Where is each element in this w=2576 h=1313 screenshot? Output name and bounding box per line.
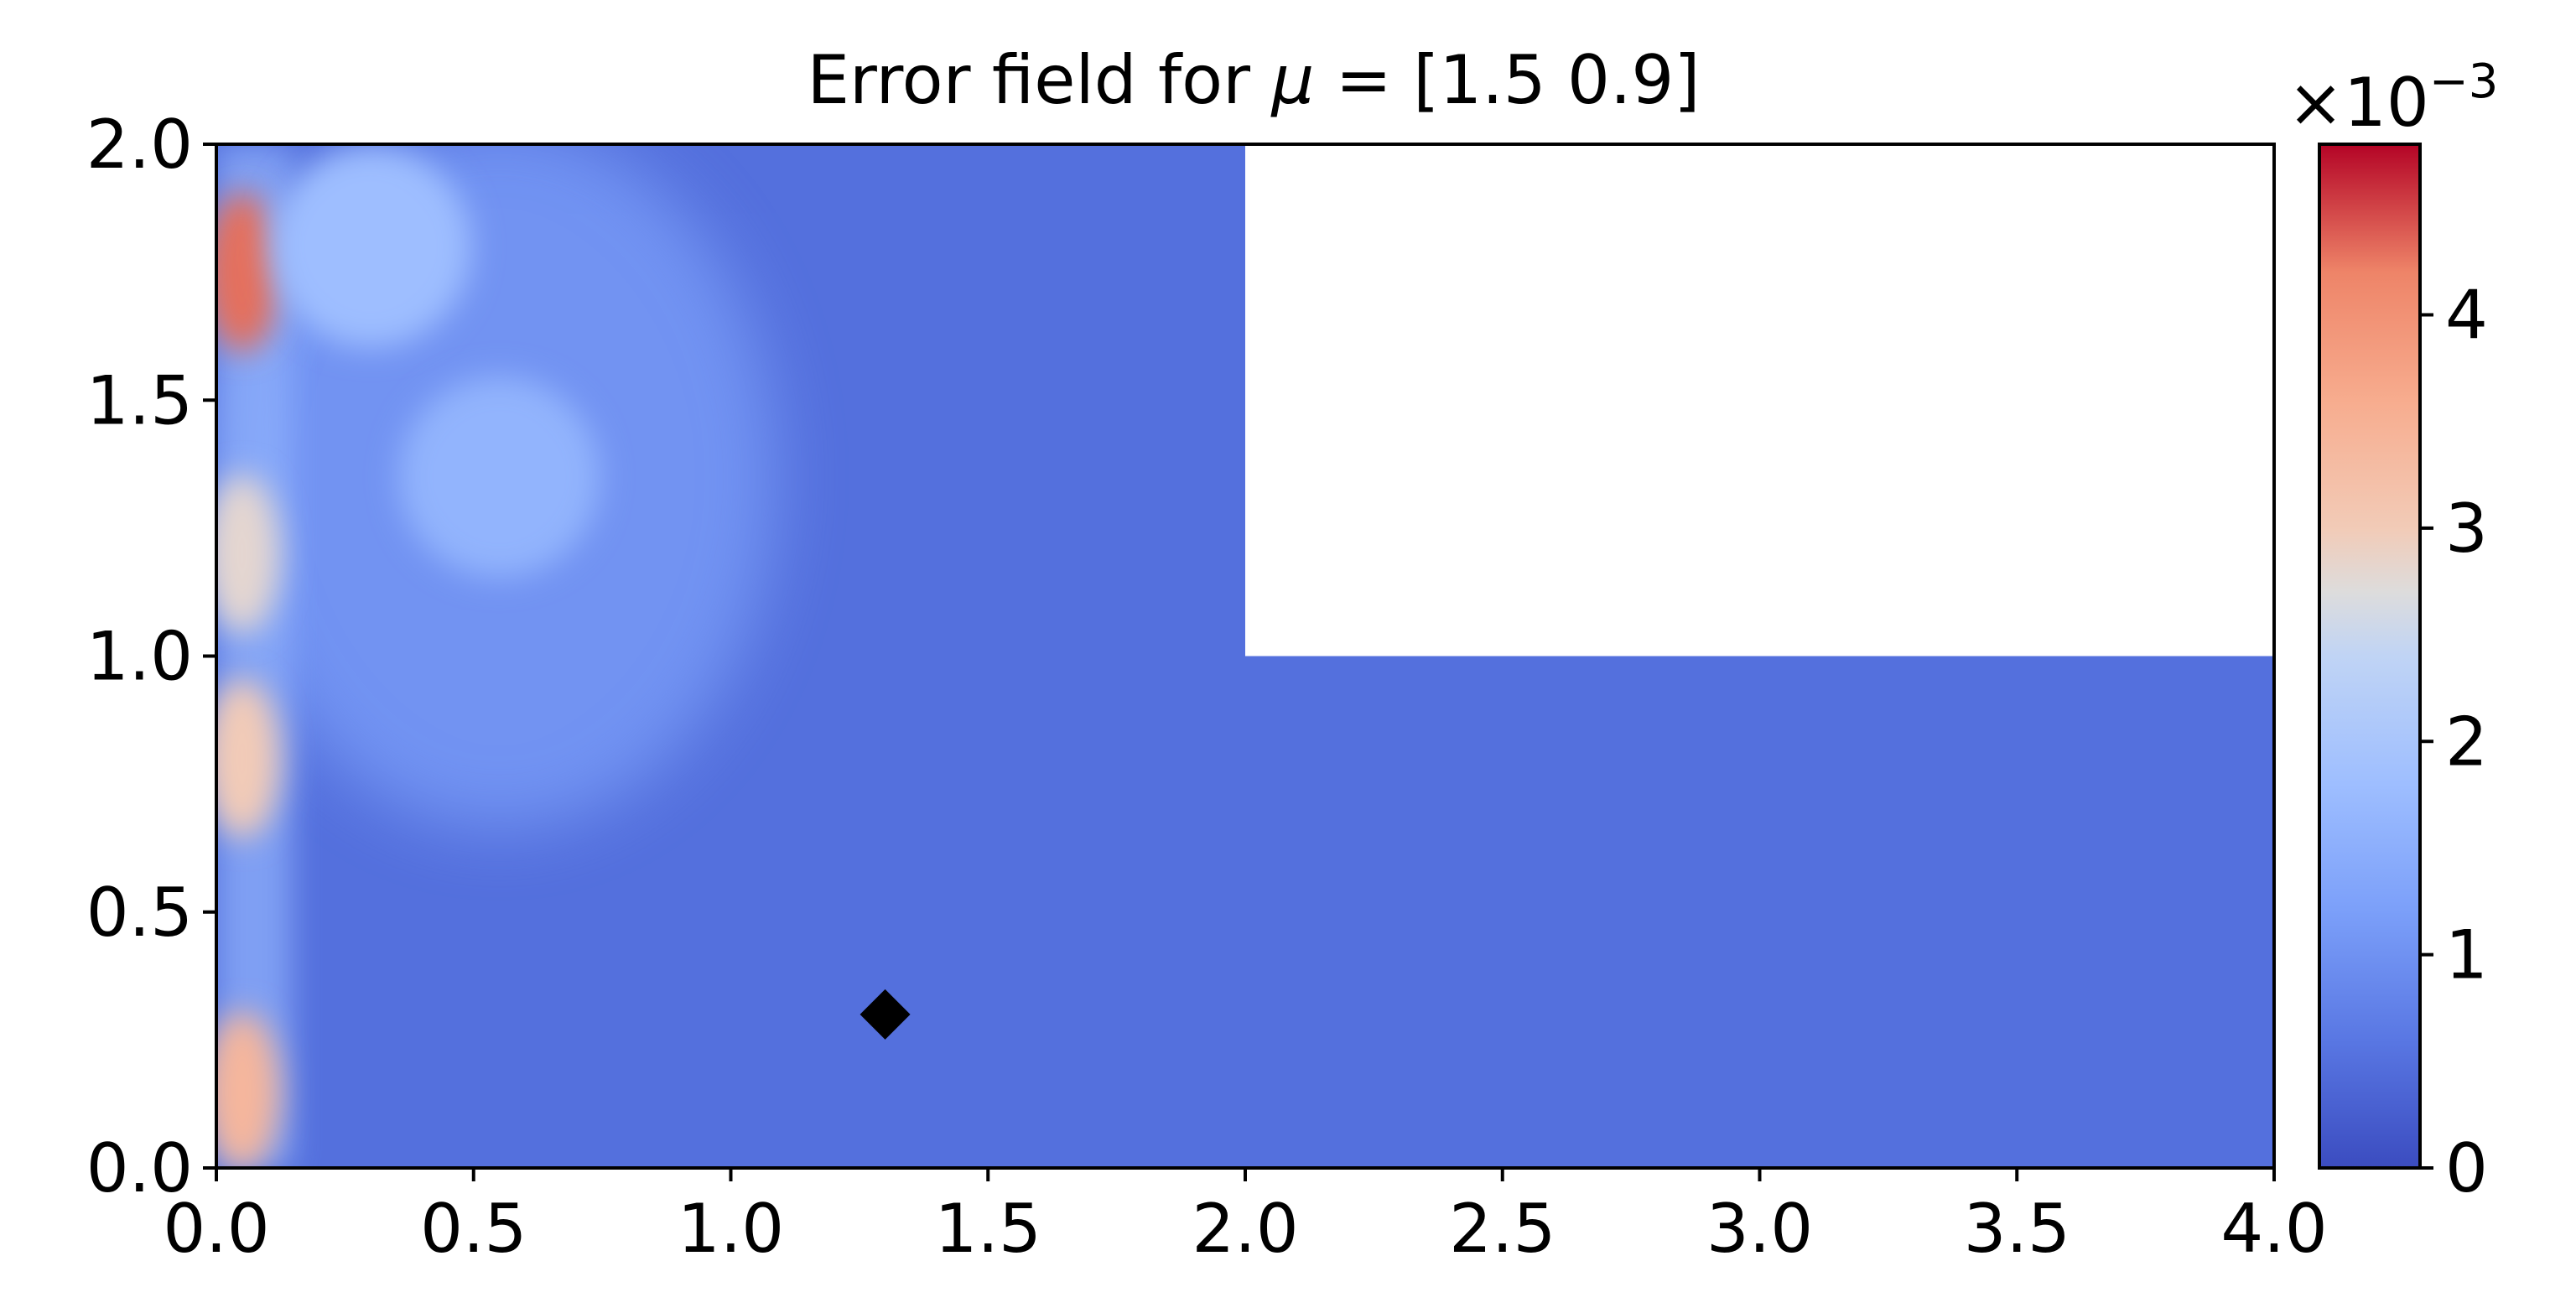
field-hotspot	[216, 192, 280, 352]
x-tick-label: 1.5	[935, 1190, 1041, 1268]
field-hotspot	[270, 146, 472, 348]
x-tick-label: 1.0	[678, 1190, 784, 1268]
x-tick-label: 2.5	[1449, 1190, 1555, 1268]
colorbar-tick-label: 1	[2445, 916, 2488, 994]
colorbar-tick-label: 2	[2445, 703, 2488, 781]
field-hotspot	[398, 376, 600, 578]
colorbar-tick-label: 0	[2445, 1129, 2488, 1207]
x-tick-label: 0.5	[420, 1190, 527, 1268]
chart-title: Error field for μ = [1.5 0.9]	[807, 41, 1700, 119]
y-tick-label: 1.5	[86, 361, 193, 439]
y-tick-label: 1.0	[86, 618, 193, 696]
x-tick-label: 4.0	[2220, 1190, 2327, 1268]
y-tick-label: 0.0	[86, 1129, 193, 1207]
colorbar-tick-label: 4	[2445, 277, 2488, 355]
colorbar	[2318, 143, 2422, 1170]
sample-point-marker	[860, 989, 911, 1040]
x-tick-label: 0.0	[163, 1190, 269, 1268]
field-hotspot	[216, 678, 280, 838]
x-tick-label: 3.0	[1706, 1190, 1813, 1268]
x-axis-ticks: 0.0 0.5 1.0 1.5 2.0 2.5 3.0 3.5 4.0	[163, 1168, 2328, 1268]
colorbar-scale-label: ×10−3	[2288, 54, 2498, 142]
colorbar-tick-label: 3	[2445, 490, 2488, 568]
field-hotspot	[216, 1011, 280, 1168]
title-suffix: = [1.5 0.9]	[1314, 41, 1700, 119]
title-prefix: Error field for	[807, 41, 1271, 119]
y-tick-label: 2.0	[86, 106, 193, 184]
heatmap-field	[216, 144, 2274, 1168]
field-hotspot	[216, 474, 280, 634]
x-tick-label: 3.5	[1964, 1190, 2070, 1268]
colorbar-scale-exp: −3	[2429, 54, 2499, 109]
colorbar-ticks: 0 1 2 3 4	[2420, 277, 2488, 1207]
colorbar-scale-base: ×10	[2288, 64, 2429, 142]
y-tick-label: 0.5	[86, 874, 193, 952]
y-axis-ticks: 0.0 0.5 1.0 1.5 2.0	[86, 106, 216, 1207]
x-tick-label: 2.0	[1192, 1190, 1298, 1268]
title-symbol: μ	[1270, 41, 1314, 119]
